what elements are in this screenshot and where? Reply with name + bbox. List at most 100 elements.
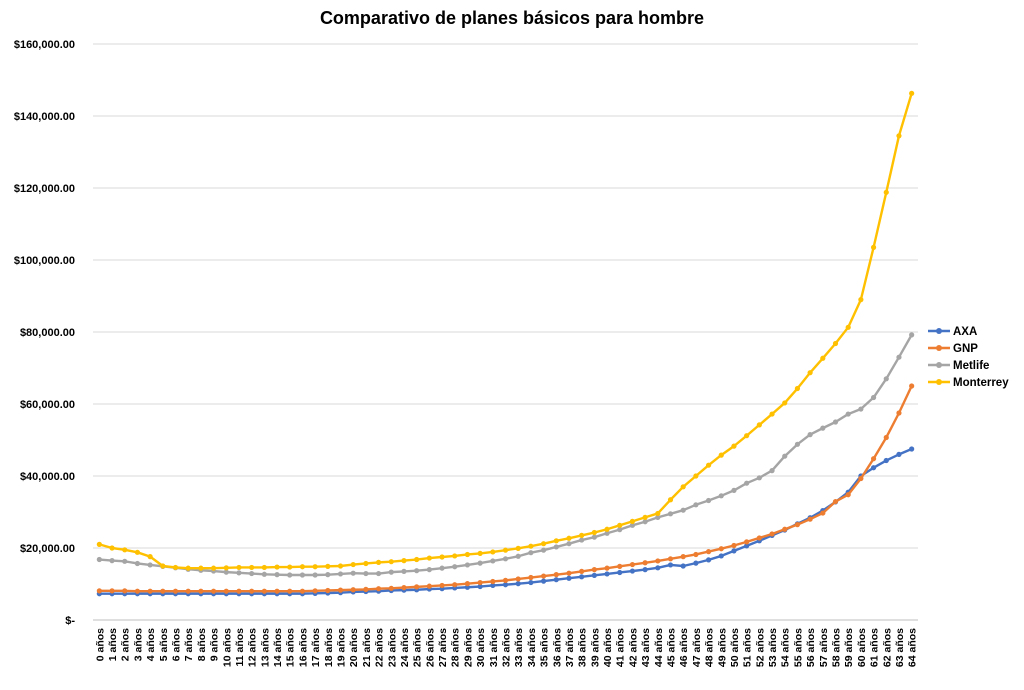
data-point bbox=[820, 355, 826, 361]
series-axa bbox=[96, 446, 915, 597]
data-point bbox=[325, 572, 331, 578]
data-point bbox=[896, 354, 902, 360]
data-point bbox=[122, 558, 128, 564]
x-tick-label: 16 años bbox=[297, 628, 309, 667]
data-point bbox=[337, 587, 344, 593]
x-tick-label: 60 años bbox=[856, 628, 868, 667]
data-point bbox=[909, 446, 915, 452]
data-point bbox=[287, 564, 293, 570]
x-tick-label: 30 años bbox=[475, 628, 487, 667]
data-point bbox=[426, 583, 432, 589]
data-point bbox=[617, 522, 623, 528]
data-point bbox=[693, 502, 699, 508]
x-tick-label: 2 años bbox=[120, 628, 132, 661]
data-point bbox=[604, 565, 610, 571]
data-point bbox=[312, 572, 318, 578]
data-point bbox=[870, 456, 877, 462]
data-point bbox=[464, 584, 471, 590]
x-tick-label: 48 años bbox=[704, 628, 716, 667]
x-tick-label: 44 años bbox=[653, 628, 665, 667]
data-point bbox=[540, 573, 547, 579]
data-point bbox=[312, 588, 318, 594]
data-point bbox=[388, 585, 394, 591]
x-tick-label: 43 años bbox=[640, 628, 652, 667]
data-point bbox=[337, 571, 344, 577]
x-tick-label: 11 años bbox=[234, 628, 246, 667]
data-point bbox=[363, 586, 369, 593]
x-tick-label: 15 años bbox=[285, 628, 297, 667]
y-tick-label: $40,000.00 bbox=[20, 471, 75, 483]
data-point bbox=[680, 484, 686, 490]
x-tick-label: 64 años bbox=[907, 628, 919, 667]
data-point bbox=[807, 516, 813, 522]
x-tick-label: 33 años bbox=[513, 628, 525, 667]
x-tick-label: 35 años bbox=[539, 628, 551, 667]
data-point bbox=[693, 560, 699, 566]
data-point bbox=[198, 588, 204, 594]
x-tick-label: 59 años bbox=[843, 628, 855, 667]
x-tick-label: 19 años bbox=[336, 628, 348, 667]
data-point bbox=[236, 564, 242, 571]
data-point bbox=[731, 443, 737, 449]
data-point bbox=[147, 588, 153, 594]
data-point bbox=[756, 475, 762, 481]
data-point bbox=[515, 545, 521, 551]
data-point bbox=[705, 497, 712, 504]
x-tick-label: 45 años bbox=[666, 628, 678, 667]
x-tick-label: 38 años bbox=[577, 628, 589, 667]
data-point bbox=[883, 189, 889, 195]
data-point bbox=[122, 547, 128, 553]
x-tick-label: 52 años bbox=[754, 628, 766, 667]
data-point bbox=[667, 562, 674, 568]
data-point bbox=[96, 556, 102, 563]
data-point bbox=[401, 558, 407, 564]
data-point bbox=[667, 497, 674, 503]
data-point bbox=[502, 547, 509, 553]
data-point bbox=[832, 419, 839, 425]
x-tick-label: 37 años bbox=[564, 628, 576, 667]
x-tick-label: 10 años bbox=[221, 628, 233, 667]
data-point bbox=[350, 570, 356, 576]
data-point bbox=[122, 588, 128, 594]
data-point bbox=[172, 588, 179, 594]
data-point bbox=[617, 527, 623, 533]
x-tick-label: 29 años bbox=[462, 628, 474, 667]
x-tick-label: 27 años bbox=[437, 628, 449, 667]
data-point bbox=[769, 468, 775, 474]
data-point bbox=[452, 564, 458, 570]
series-metlife bbox=[96, 332, 915, 578]
data-point bbox=[477, 583, 483, 590]
x-tick-label: 8 años bbox=[196, 628, 208, 661]
data-point bbox=[579, 532, 585, 539]
data-point bbox=[134, 560, 141, 567]
data-point bbox=[655, 514, 661, 521]
legend-item: GNP bbox=[928, 343, 978, 355]
data-point bbox=[604, 526, 610, 532]
data-point bbox=[832, 498, 839, 505]
data-point bbox=[299, 588, 306, 594]
data-point bbox=[553, 577, 559, 583]
data-point bbox=[502, 582, 509, 588]
y-tick-label: $- bbox=[65, 615, 75, 627]
x-tick-label: 4 años bbox=[145, 628, 157, 661]
data-point bbox=[718, 452, 724, 458]
data-point bbox=[591, 534, 597, 540]
data-point bbox=[414, 568, 420, 574]
data-point bbox=[274, 588, 280, 594]
data-point bbox=[109, 558, 115, 564]
data-point bbox=[705, 549, 712, 555]
x-tick-label: 49 años bbox=[716, 628, 728, 667]
data-point bbox=[350, 561, 356, 568]
series-gnp bbox=[96, 383, 915, 594]
x-tick-label: 3 años bbox=[132, 628, 144, 661]
y-tick-label: $80,000.00 bbox=[20, 327, 75, 339]
data-point bbox=[718, 546, 724, 552]
data-point bbox=[134, 588, 141, 594]
data-point bbox=[896, 410, 902, 416]
x-tick-label: 32 años bbox=[501, 628, 513, 667]
data-point bbox=[604, 530, 610, 536]
data-point bbox=[528, 550, 534, 556]
series-lines bbox=[96, 90, 915, 597]
x-tick-label: 22 años bbox=[374, 628, 386, 667]
data-point bbox=[414, 556, 420, 563]
